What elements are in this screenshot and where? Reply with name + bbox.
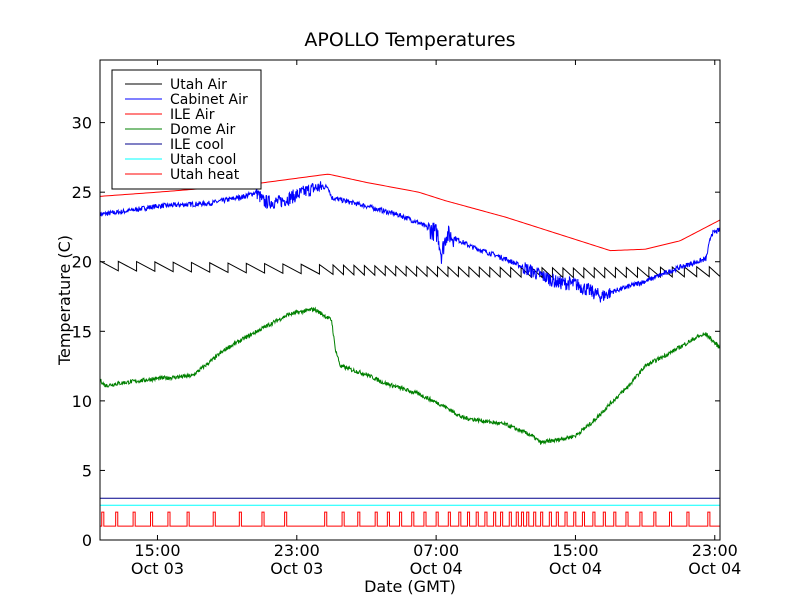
- y-tick-label: 25: [72, 183, 92, 202]
- legend-label-utah-heat: Utah heat: [170, 167, 240, 183]
- x-axis-label: Date (GMT): [364, 577, 456, 596]
- series-line-dome-air: [100, 306, 720, 445]
- y-axis-label: Temperature (C): [55, 235, 74, 366]
- series-line-cabinet-air: [100, 181, 720, 303]
- x-tick-label: 23:00: [692, 541, 738, 560]
- y-tick-label: 5: [82, 461, 92, 480]
- x-tick-label: 07:00: [413, 541, 459, 560]
- x-tick-label: 15:00: [134, 541, 180, 560]
- x-tick-label: 23:00: [274, 541, 320, 560]
- x-tick-date-label: Oct 04: [549, 559, 602, 578]
- series-line-utah-heat: [100, 511, 720, 527]
- x-tick-date-label: Oct 03: [270, 559, 323, 578]
- x-tick-date-label: Oct 03: [131, 559, 184, 578]
- legend-label-utah-cool: Utah cool: [170, 152, 236, 168]
- y-tick-label: 10: [72, 392, 92, 411]
- y-tick-label: 20: [72, 253, 92, 272]
- plot-border: [99, 59, 721, 541]
- x-tick-date-label: Oct 04: [688, 559, 741, 578]
- y-tick-label: 15: [72, 322, 92, 341]
- legend-label-utah-air: Utah Air: [170, 77, 227, 93]
- legend-label-dome-air: Dome Air: [170, 122, 236, 138]
- series-line-utah-air: [100, 260, 720, 279]
- legend-label-ile-air: ILE Air: [170, 107, 215, 123]
- chart-title: APOLLO Temperatures: [304, 29, 515, 51]
- y-tick-label: 30: [72, 114, 92, 133]
- legend-label-ile-cool: ILE cool: [170, 137, 224, 153]
- y-axis: 0 5 10 15 20 25 30: [72, 114, 720, 550]
- x-tick-date-label: Oct 04: [410, 559, 463, 578]
- y-tick-label: 0: [82, 531, 92, 550]
- legend-label-cabinet-air: Cabinet Air: [170, 92, 248, 108]
- x-tick-label: 15:00: [552, 541, 598, 560]
